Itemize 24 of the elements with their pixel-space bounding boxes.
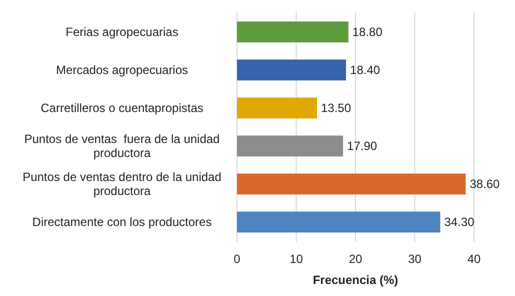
x-tick-label: 10: [290, 252, 304, 266]
x-tick-label: 0: [234, 252, 241, 266]
bar: [237, 212, 440, 232]
y-tick-label: Ferias agropecuarias: [66, 24, 178, 39]
y-tick-label: Carretilleros o cuentapropistas: [40, 100, 204, 115]
data-label: 17.90: [347, 139, 378, 154]
y-tick-label: Mercados agropecuarios: [56, 62, 188, 77]
bar: [237, 136, 344, 156]
y-tick-label: Puntos de ventas fuera de la unidad productora: [24, 132, 220, 160]
x-tick-label: 30: [408, 252, 422, 266]
x-tick-label: 40: [467, 252, 481, 266]
bar: [237, 60, 346, 80]
x-axis-title: Frecuencia (%): [312, 273, 398, 287]
data-label: 13.50: [320, 100, 352, 115]
y-tick-label: Directamente con los productores: [32, 215, 212, 230]
data-label: 34.30: [444, 215, 475, 230]
bar: [237, 98, 317, 118]
data-label: 38.60: [470, 177, 500, 192]
data-label: 18.80: [352, 24, 383, 39]
bar: [237, 174, 466, 194]
y-tick-label: Puntos de ventas dentro de la unidad productora: [22, 170, 222, 198]
data-label: 18.40: [350, 62, 380, 77]
x-tick-label: 20: [348, 252, 362, 266]
bar: [237, 22, 348, 42]
